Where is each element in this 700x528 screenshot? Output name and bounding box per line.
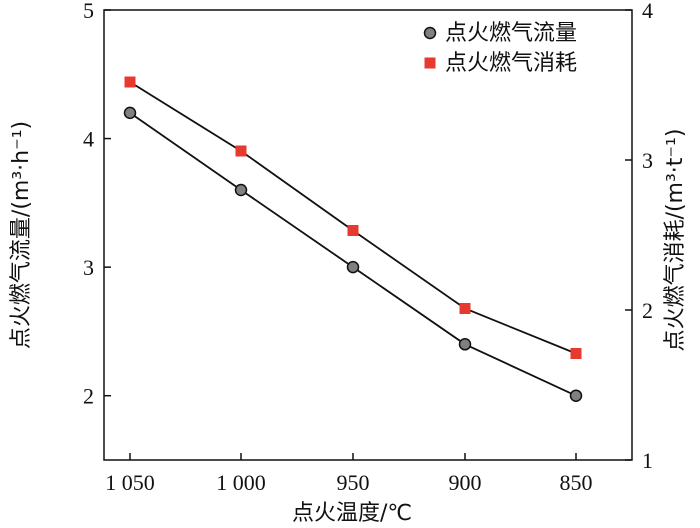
plot-frame-rect <box>103 9 633 461</box>
data-point-square <box>459 303 471 314</box>
data-point-square <box>235 145 247 157</box>
y-left-tick-label: 3 <box>83 255 94 280</box>
data-point-square <box>347 225 359 236</box>
legend: 点火燃气流量 点火燃气消耗 <box>423 21 577 76</box>
y-right-tick-label: 3 <box>642 148 653 173</box>
axis-ticks <box>104 9 632 461</box>
y-left-tick-label: 5 <box>83 0 94 23</box>
legend-label-consumption: 点火燃气消耗 <box>445 51 577 76</box>
data-point-circle <box>458 338 472 351</box>
y-axis-right-title: 点火燃气消耗/(m³·t⁻¹) <box>663 129 688 352</box>
data-point-circle <box>123 106 137 120</box>
x-tick-label: 1 000 <box>216 470 266 495</box>
legend-marker-circle <box>423 26 437 40</box>
tick-labels: 1 050 1 000 950 900 850 2 3 4 5 1 2 3 4 <box>83 0 653 495</box>
x-axis-title: 点火温度/℃ <box>292 501 412 526</box>
y-right-tick-label: 2 <box>642 298 653 323</box>
data-point-square <box>124 76 136 88</box>
x-tick-label: 1 050 <box>105 470 155 495</box>
y-left-tick-label: 2 <box>83 384 94 409</box>
legend-marker-square <box>424 57 436 69</box>
data-point-circle <box>569 389 583 402</box>
series-line-2 <box>129 81 577 355</box>
x-tick-label: 950 <box>337 470 370 495</box>
y-right-tick-label: 4 <box>642 0 653 23</box>
y-right-tick-label: 1 <box>642 448 653 473</box>
y-axis-left-title: 点火燃气流量/(m³·h⁻¹) <box>9 121 34 349</box>
series-markers <box>123 76 583 402</box>
data-point-circle <box>234 183 248 197</box>
plot-frame <box>103 9 633 461</box>
x-tick-label: 850 <box>560 470 593 495</box>
legend-label-flow: 点火燃气流量 <box>445 21 577 46</box>
data-point-circle <box>346 260 360 274</box>
series-line-1 <box>129 112 577 397</box>
y-left-tick-label: 4 <box>83 127 94 152</box>
series-lines <box>129 81 577 397</box>
x-tick-label: 900 <box>449 470 482 495</box>
data-point-square <box>570 348 582 359</box>
